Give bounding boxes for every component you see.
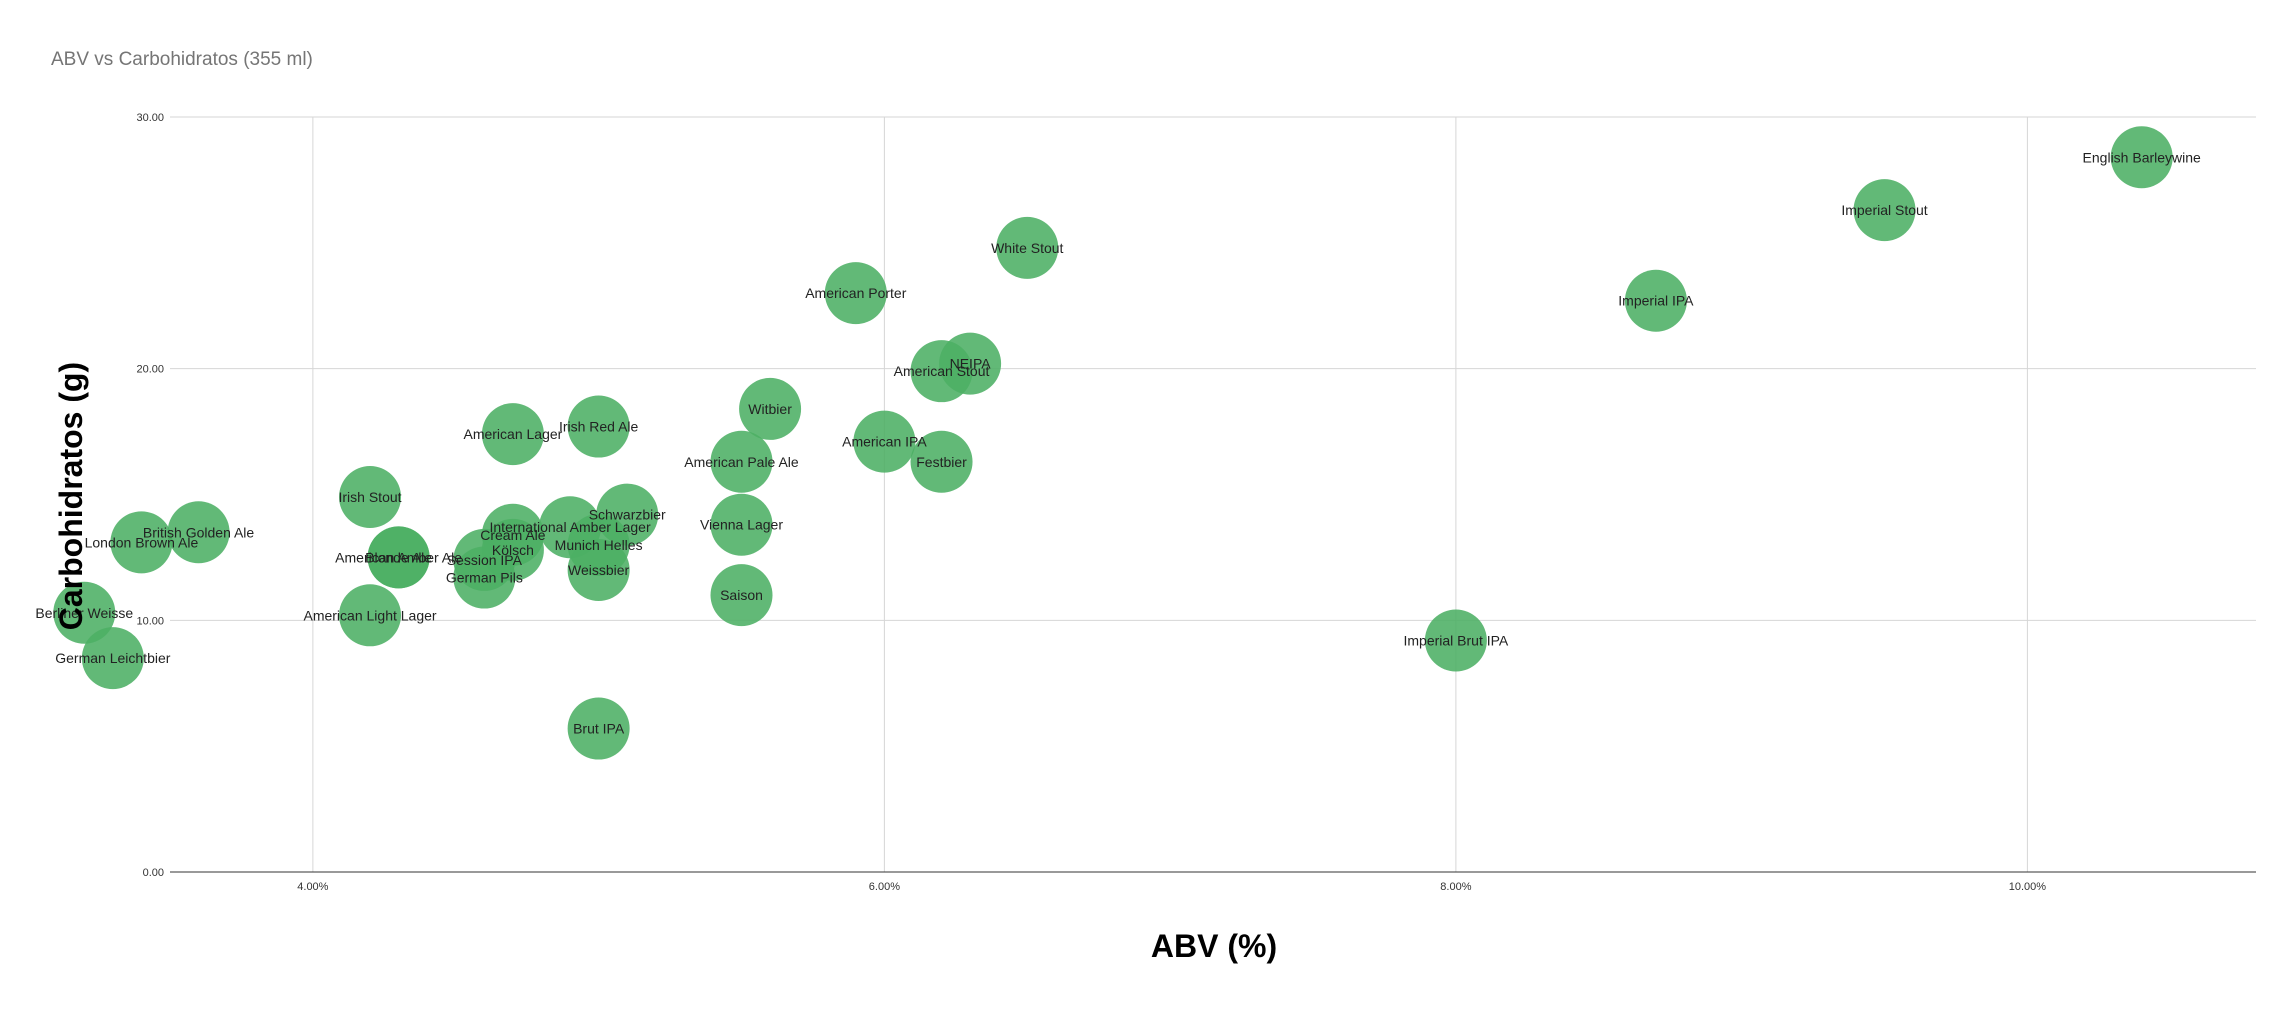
x-tick-label: 6.00% — [869, 881, 900, 893]
data-point-label: Cream Ale — [480, 527, 546, 543]
data-point[interactable] — [567, 697, 630, 760]
data-point-label: Vienna Lager — [700, 517, 783, 533]
data-point[interactable] — [81, 627, 144, 690]
data-point-label: Imperial IPA — [1618, 293, 1694, 309]
data-point-label: American Porter — [805, 285, 906, 301]
data-point-label: British Golden Ale — [143, 524, 254, 540]
data-point-label: English Barleywine — [2083, 149, 2201, 165]
data-point-label: Witbier — [748, 401, 792, 417]
grid-layer — [170, 116, 2256, 872]
data-point[interactable] — [53, 581, 116, 644]
data-point-label: American IPA — [842, 434, 927, 450]
data-point-label: International Amber Lager — [490, 519, 651, 535]
points-layer — [53, 126, 2173, 760]
data-point-label: White Stout — [991, 240, 1063, 256]
y-tick-label: 10.00 — [136, 615, 164, 627]
y-tick-label: 30.00 — [136, 112, 164, 124]
data-point-label: American Stout — [894, 363, 990, 379]
data-point[interactable] — [110, 511, 173, 574]
x-tick-label: 4.00% — [297, 881, 328, 893]
x-tick-label: 8.00% — [1440, 881, 1471, 893]
data-point-label: Berliner Weisse — [35, 605, 133, 621]
data-point-label: Irish Red Ale — [559, 419, 639, 435]
data-point[interactable] — [710, 430, 773, 493]
data-point[interactable] — [367, 526, 430, 589]
data-point-label: Weissbier — [568, 562, 630, 578]
data-point[interactable] — [1424, 609, 1487, 672]
data-point[interactable] — [710, 564, 773, 627]
axis-layer: 0.00 10.00 20.00 30.00 4.00% 6.00% 8.00% 10.00% — [136, 112, 2256, 893]
data-point-label: Blonde Ale — [365, 549, 432, 565]
x-axis-title: ABV (%) — [1151, 928, 1277, 964]
data-point[interactable] — [996, 216, 1059, 279]
data-point[interactable] — [2110, 126, 2173, 189]
data-point[interactable] — [1624, 269, 1687, 332]
data-point-label: Imperial Brut IPA — [1403, 632, 1508, 648]
data-point[interactable] — [824, 262, 887, 325]
data-point[interactable] — [339, 584, 402, 647]
data-point-label: Irish Stout — [339, 489, 402, 505]
data-point-label: American Pale Ale — [684, 454, 799, 470]
data-point[interactable] — [1853, 179, 1916, 242]
data-point-label: Festbier — [916, 454, 967, 470]
chart-title: ABV vs Carbohidratos (355 ml) — [51, 49, 313, 70]
data-point[interactable] — [481, 518, 544, 581]
x-tick-label: 10.00% — [2009, 881, 2047, 893]
data-point[interactable] — [339, 466, 402, 529]
data-point-label: NEIPA — [950, 356, 992, 372]
y-tick-label: 20.00 — [136, 364, 164, 376]
data-point-label: German Pils — [446, 570, 523, 586]
data-point-label: Schwarzbier — [589, 507, 666, 523]
data-point[interactable] — [710, 493, 773, 556]
data-point[interactable] — [739, 377, 802, 440]
data-point[interactable] — [596, 483, 659, 546]
data-point[interactable] — [910, 430, 973, 493]
data-point-label: Imperial Stout — [1841, 202, 1927, 218]
y-axis-title: Carbohidratos (g) — [53, 362, 89, 630]
data-point-label: German Leichtbier — [55, 650, 171, 666]
data-point-label: Munich Helles — [555, 537, 643, 553]
data-point[interactable] — [567, 539, 630, 601]
data-point-label: American Light Lager — [303, 607, 436, 623]
data-point[interactable] — [167, 501, 230, 564]
y-tick-label: 0.00 — [143, 867, 164, 879]
data-point-label: American Lager — [463, 426, 562, 442]
data-point[interactable] — [853, 410, 916, 473]
data-point-label: Saison — [720, 587, 763, 603]
data-point[interactable] — [567, 395, 630, 458]
data-point[interactable] — [481, 403, 544, 466]
data-point-label: American Amber Ale — [335, 549, 462, 565]
data-point-label: Brut IPA — [573, 721, 625, 737]
data-point[interactable] — [939, 332, 1002, 395]
data-point-label: Kölsch — [492, 542, 534, 558]
labels-layer: Berliner Weisse German Leichtbier London B… — [35, 149, 2201, 736]
data-point-label: London Brown Ale — [85, 534, 199, 550]
data-point-label: Session IPA — [447, 552, 523, 568]
